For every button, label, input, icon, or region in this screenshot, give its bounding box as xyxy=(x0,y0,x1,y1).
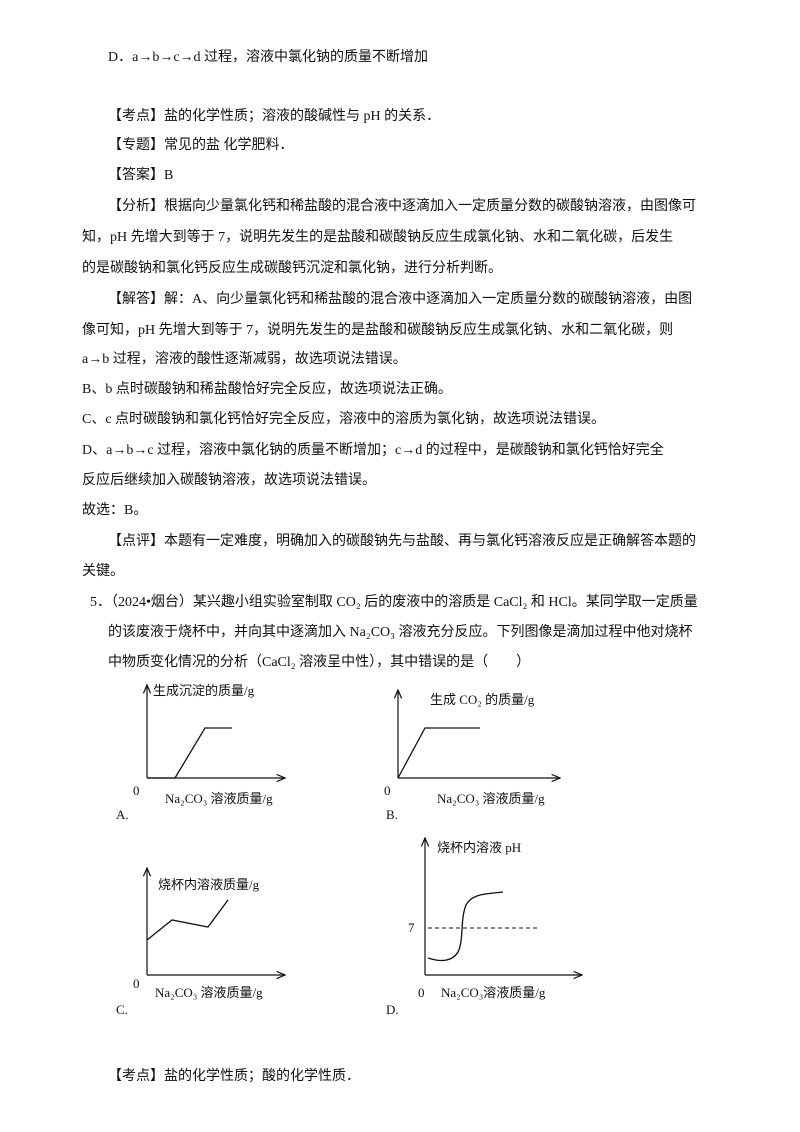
text-line: a→b 过程，溶液的酸性逐渐减弱，故选项说法错误。 xyxy=(82,352,407,367)
y-label: 烧杯内溶液质量/g xyxy=(158,877,260,892)
text-line: 【考点】盐的化学性质；酸的化学性质． xyxy=(108,1069,360,1084)
text-line: 【考点】盐的化学性质；溶液的酸碱性与 pH 的关系． xyxy=(108,109,441,124)
x-label: Na₂CO₃ 溶液质量/g xyxy=(165,791,273,806)
text-line: 【分析】根据向少量氯化钙和稀盐酸的混合液中逐滴加入一定质量分数的碳酸钠溶液，由图… xyxy=(108,199,696,214)
text-line: 【专题】常见的盐 化学肥料． xyxy=(108,138,294,153)
text-line: 关键。 xyxy=(82,564,124,579)
text-line: 知，pH 先增大到等于 7，说明先发生的是盐酸和碳酸钠反应生成氯化钠、水和二氧化… xyxy=(82,230,674,245)
question-line: 5．（2024•烟台）某兴趣小组实验室制取 CO₂ 后的废液中的溶质是 CaCl… xyxy=(90,595,698,610)
y-label: 生成 CO₂ 的质量/g xyxy=(430,692,535,707)
x-label: Na₂CO₃ 溶液质量/g xyxy=(437,791,545,806)
x-label: Na₂CO₃溶液质量/g xyxy=(441,985,546,1000)
text-line: 【点评】本题有一定难度，明确加入的碳酸钠先与盐酸、再与氯化钙溶液反应是正确解答本… xyxy=(108,534,696,549)
curve xyxy=(397,727,480,779)
origin: 0 xyxy=(133,976,140,991)
origin: 0 xyxy=(418,985,425,1000)
text-line: 反应后继续加入碳酸钠溶液，故选项说法错误。 xyxy=(82,473,376,488)
text-line: 像可知，pH 先增大到等于 7，说明先发生的是盐酸和碳酸钠反应生成氯化钠、水和二… xyxy=(82,323,674,338)
option: D. xyxy=(386,1002,399,1017)
curve xyxy=(427,891,504,962)
curve xyxy=(146,899,229,941)
origin: 0 xyxy=(133,783,140,798)
y-label: 烧杯内溶液 pH xyxy=(437,840,521,855)
question-line: 的该废液于烧杯中，并向其中逐滴加入 Na₂CO₃ 溶液充分反应。下列图像是滴加过… xyxy=(108,625,693,640)
text-line: B、b 点时碳酸钠和稀盐酸恰好完全反应，故选项说法正确。 xyxy=(82,382,452,397)
text-line: 的是碳酸钠和氯化钙反应生成碳酸钙沉淀和氯化钠，进行分析判断。 xyxy=(82,261,502,276)
text-line: 故选：B。 xyxy=(82,503,148,518)
y-label: 生成沉淀的质量/g xyxy=(153,683,255,698)
text-line: 【答案】B xyxy=(108,168,174,183)
x-label: Na₂CO₃ 溶液质量/g xyxy=(155,985,263,1000)
curve xyxy=(147,727,232,779)
origin: 0 xyxy=(384,783,391,798)
reference-label: 7 xyxy=(408,920,415,935)
text-line: 【解答】解：A、向少量氯化钙和稀盐酸的混合液中逐滴加入一定质量分数的碳酸钠溶液，… xyxy=(108,292,693,307)
text-line: D．a→b→c→d 过程，溶液中氯化钠的质量不断增加 xyxy=(108,50,429,65)
option: C. xyxy=(116,1002,128,1017)
option: A. xyxy=(116,807,129,822)
question-line: 中物质变化情况的分析（CaCl₂ 溶液呈中性），其中错误的是（ ） xyxy=(108,655,531,670)
text-line: D、a→b→c 过程，溶液中氯化钠的质量不断增加；c→d 的过程中，是碳酸钠和氯… xyxy=(82,443,664,458)
text-line: C、c 点时碳酸钠和氯化钙恰好完全反应，溶液中的溶质为氯化钠，故选项说法错误。 xyxy=(82,412,606,427)
option: B. xyxy=(386,807,398,822)
